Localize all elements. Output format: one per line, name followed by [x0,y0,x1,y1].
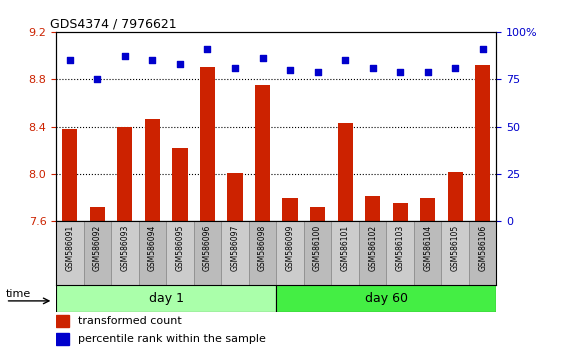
Bar [304,221,332,285]
Bar [338,123,353,221]
Point [313,69,322,74]
Bar [276,221,304,285]
Point [148,57,157,63]
Point [231,65,240,71]
Bar [139,221,166,285]
Text: GDS4374 / 7976621: GDS4374 / 7976621 [50,17,177,30]
Text: GSM586095: GSM586095 [176,224,185,271]
Text: GSM586101: GSM586101 [341,224,350,270]
Point [66,57,75,63]
Text: percentile rank within the sample: percentile rank within the sample [78,334,266,344]
Text: GSM586091: GSM586091 [66,224,75,271]
Point [93,76,102,82]
Bar [221,221,249,285]
Bar [359,221,387,285]
Text: GSM586105: GSM586105 [450,224,459,271]
Point [121,54,130,59]
Point [258,56,267,61]
Bar [310,207,325,221]
Bar [56,333,70,345]
Bar [442,221,469,285]
Bar [56,221,84,285]
Bar [172,148,187,221]
Point [203,46,212,52]
Text: GSM586094: GSM586094 [148,224,157,271]
Text: time: time [6,289,31,299]
Bar [387,221,414,285]
Text: GSM586100: GSM586100 [313,224,322,271]
Text: transformed count: transformed count [78,316,182,326]
Bar [365,196,380,221]
Bar [255,85,270,221]
Bar [332,221,359,285]
Bar [56,285,276,312]
Point [423,69,432,74]
Bar [227,173,242,221]
Text: GSM586098: GSM586098 [258,224,267,271]
Text: day 1: day 1 [149,292,183,305]
Bar [414,221,442,285]
Text: GSM586099: GSM586099 [286,224,295,271]
Text: GSM586104: GSM586104 [423,224,432,271]
Bar [200,67,215,221]
Bar [276,285,496,312]
Text: GSM586102: GSM586102 [368,224,377,270]
Bar [249,221,276,285]
Point [286,67,295,73]
Bar [117,127,132,221]
Text: GSM586092: GSM586092 [93,224,102,271]
Bar [475,65,490,221]
Text: GSM586097: GSM586097 [231,224,240,271]
Bar [62,129,77,221]
Point [450,65,459,71]
Point [176,61,185,67]
Point [396,69,404,74]
Bar [56,315,70,327]
Text: day 60: day 60 [365,292,408,305]
Bar [166,221,194,285]
Bar [448,172,463,221]
Point [368,65,377,71]
Point [341,57,350,63]
Bar [111,221,139,285]
Point [478,46,487,52]
Bar [393,204,408,221]
Text: GSM586096: GSM586096 [203,224,212,271]
Bar [145,119,160,221]
Bar [90,207,105,221]
Bar [283,198,298,221]
Text: GSM586103: GSM586103 [396,224,404,271]
Bar [469,221,496,285]
Bar [420,198,435,221]
Text: GSM586106: GSM586106 [478,224,487,271]
Bar [84,221,111,285]
Text: GSM586093: GSM586093 [121,224,130,271]
Bar [194,221,221,285]
